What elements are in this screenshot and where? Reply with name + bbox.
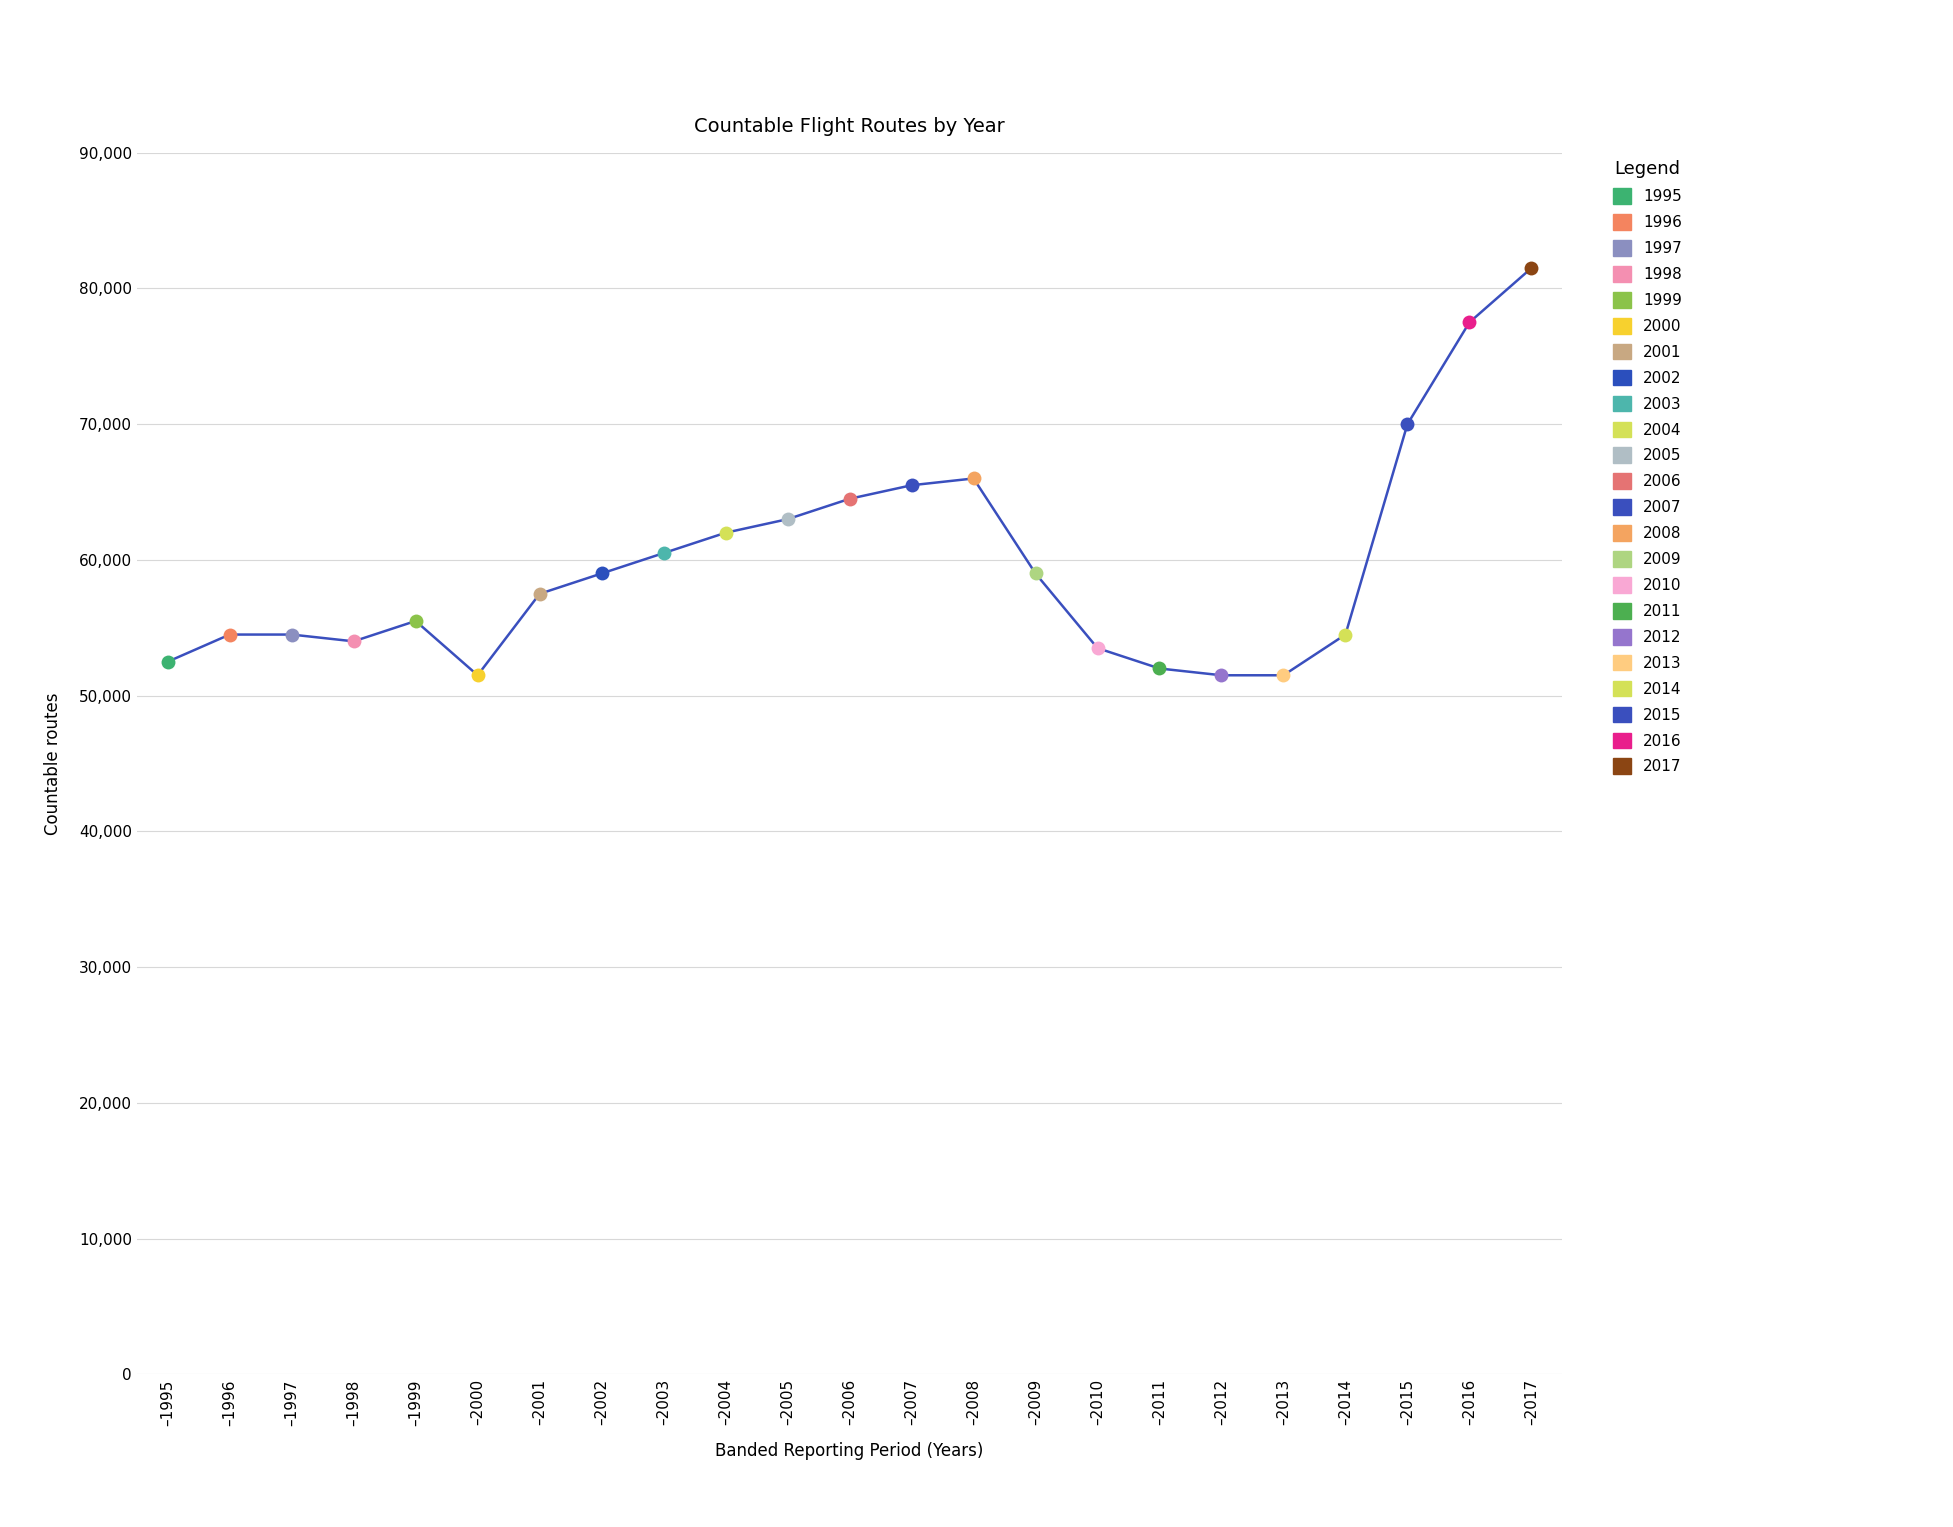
X-axis label: Banded Reporting Period (Years): Banded Reporting Period (Years): [715, 1443, 984, 1460]
Legend: 1995, 1996, 1997, 1998, 1999, 2000, 2001, 2002, 2003, 2004, 2005, 2006, 2007, 20: 1995, 1996, 1997, 1998, 1999, 2000, 2001…: [1605, 153, 1689, 782]
Title: Countable Flight Routes by Year: Countable Flight Routes by Year: [693, 118, 1006, 136]
Y-axis label: Countable routes: Countable routes: [45, 692, 62, 835]
